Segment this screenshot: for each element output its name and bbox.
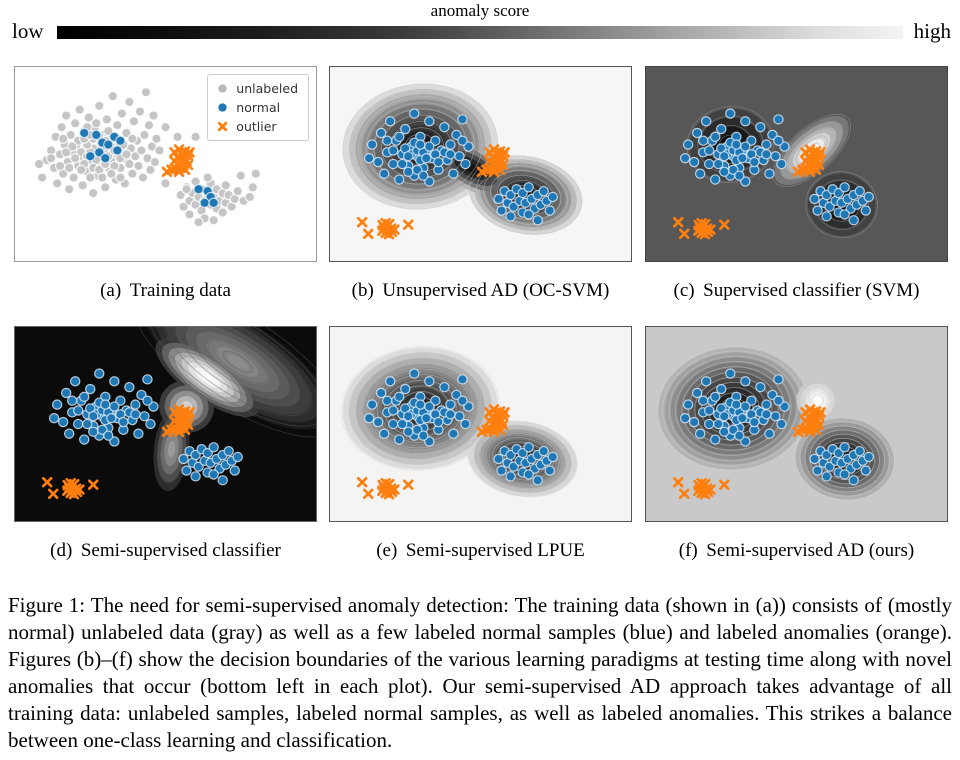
normal-points (363, 368, 558, 486)
subcaption-e-tag: (e) (376, 540, 398, 561)
subcaption-c: (c) Supervised classifier (SVM) (645, 280, 948, 302)
outlier-points (41, 476, 99, 500)
subcaption-f: (f) Semi-supervised AD (ours) (645, 540, 948, 562)
outlier-points (792, 404, 826, 437)
outlier-points (356, 476, 414, 500)
legend: unlabeled normal outlier (207, 74, 309, 141)
subcaption-a-text: Training data (129, 280, 231, 301)
colorbar-high-label: high (913, 19, 951, 43)
subcaption-d-text: Semi-supervised classifier (80, 540, 281, 561)
panel-c-supervised-svm (645, 66, 948, 262)
outlier-points (672, 216, 730, 240)
figure-caption: Figure 1: The need for semi-supervised a… (8, 593, 952, 752)
legend-item-normal: normal (216, 100, 298, 115)
panel-b-canvas (330, 67, 631, 261)
panel-b-unsupervised-ocsvm (329, 66, 632, 262)
legend-label: outlier (236, 119, 277, 134)
outlier-points (356, 216, 414, 240)
normal-points (363, 108, 558, 226)
subcaption-c-text: Supervised classifier (SVM) (703, 280, 920, 301)
subcaption-b-tag: (b) (351, 280, 374, 301)
colorbar-low-label: low (12, 19, 44, 43)
normal-marker-icon (218, 103, 227, 112)
subcaption-b-text: Unsupervised AD (OC-SVM) (382, 280, 610, 301)
outlier-points (161, 404, 195, 437)
subcaption-f-tag: (f) (678, 540, 698, 561)
subcaption-e-text: Semi-supervised LPUE (405, 540, 585, 561)
outlier-points (476, 144, 510, 177)
subcaption-f-text: Semi-supervised AD (ours) (706, 540, 915, 561)
outlier-marker-icon (218, 121, 228, 132)
outlier-points (672, 476, 730, 500)
subcaption-d: (d) Semi-supervised classifier (14, 540, 317, 562)
colorbar-gradient (57, 26, 903, 39)
outlier-points (161, 144, 195, 177)
panel-e-semisupervised-lpue (329, 326, 632, 522)
legend-item-unlabeled: unlabeled (216, 81, 298, 96)
unlabeled-marker-icon (218, 84, 227, 93)
subcaption-a: (a) Training data (14, 280, 317, 302)
subcaption-e: (e) Semi-supervised LPUE (329, 540, 632, 562)
panel-a-training-data: unlabeled normal outlier (14, 66, 317, 262)
subcaption-b: (b) Unsupervised AD (OC-SVM) (329, 280, 632, 302)
normal-points (679, 108, 874, 226)
panel-d-semisupervised-classifier (14, 326, 317, 522)
subcaption-c-tag: (c) (673, 280, 695, 301)
legend-item-outlier: outlier (216, 119, 298, 134)
normal-points (48, 368, 243, 486)
subcaption-d-tag: (d) (50, 540, 73, 561)
outlier-points (792, 144, 826, 177)
legend-label: unlabeled (236, 81, 298, 96)
subcaption-a-tag: (a) (100, 280, 122, 301)
panel-f-canvas (646, 327, 947, 521)
panel-d-canvas (15, 327, 316, 521)
panel-e-canvas (330, 327, 631, 521)
legend-label: normal (236, 100, 281, 115)
colorbar-title: anomaly score (430, 1, 530, 20)
normal-points (679, 368, 874, 486)
outlier-points (476, 404, 510, 437)
panel-c-canvas (646, 67, 947, 261)
panel-f-semisupervised-ad (645, 326, 948, 522)
normal-points (79, 127, 219, 208)
